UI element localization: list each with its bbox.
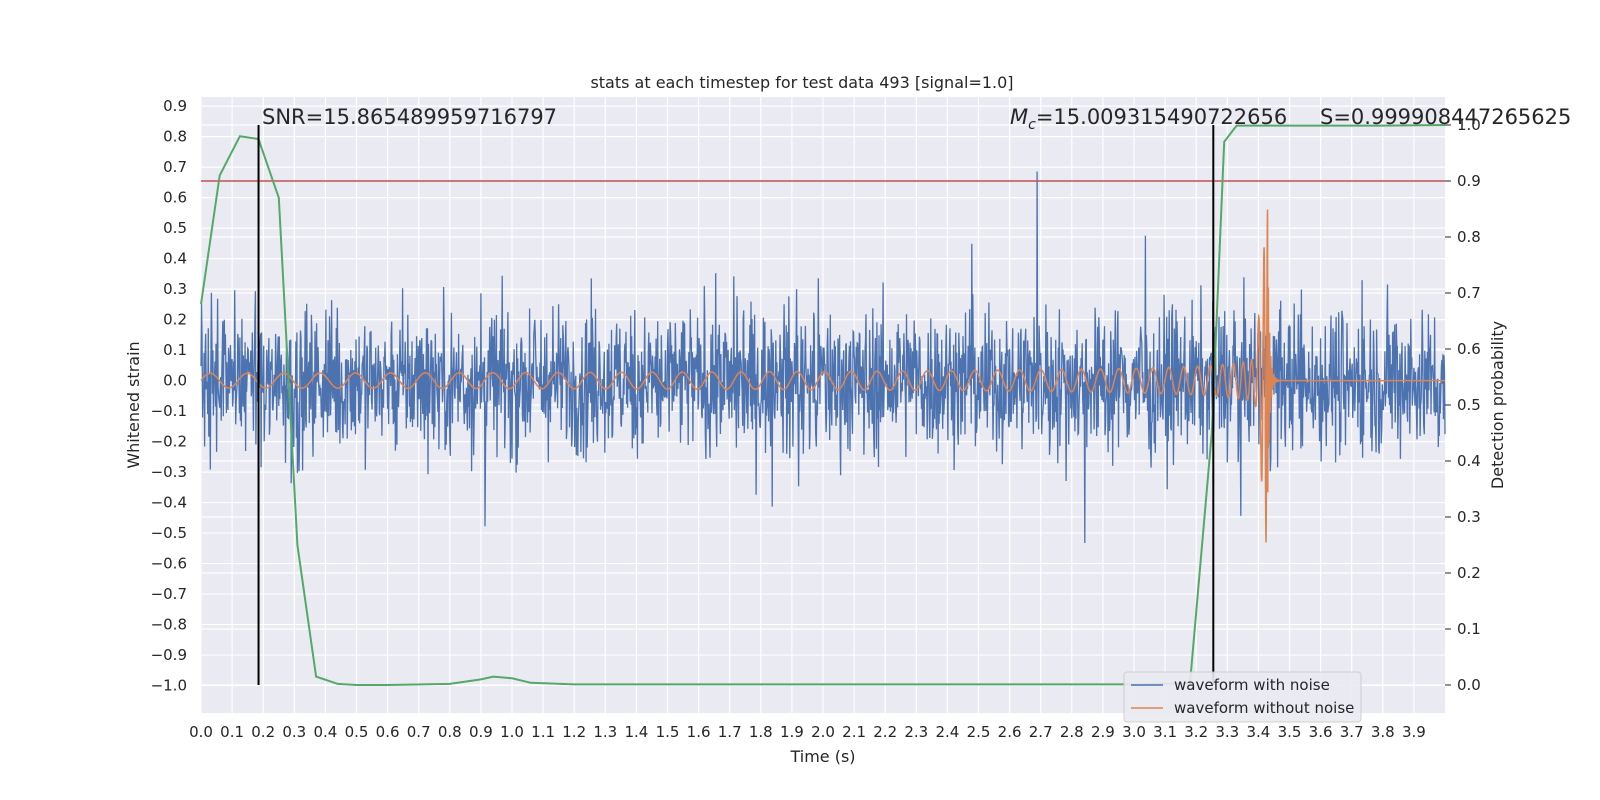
y-tick-label: 0.3: [163, 280, 187, 298]
y-tick-label: −0.1: [151, 402, 187, 420]
x-tick-label: 0.1: [220, 723, 244, 741]
x-tick-label: 1.3: [593, 723, 617, 741]
y2-tick-labels: 1.0 0.9 0.8 0.7 0.6 0.5 0.4 0.3 0.2 0.1 0.0: [1445, 116, 1481, 694]
y-tick-label: 0.5: [163, 219, 187, 237]
plot-lines: [200, 124, 1446, 686]
x-tick-label: 3.5: [1278, 723, 1302, 741]
y-tick-label: −0.6: [151, 555, 187, 573]
y2-tick-label: 0.4: [1457, 452, 1481, 470]
x-tick-label: 0.5: [345, 723, 369, 741]
y2-tick-label: 1.0: [1457, 116, 1481, 134]
x-tick-label: 1.5: [656, 723, 680, 741]
y2-tick-label: 0.0: [1457, 676, 1481, 694]
x-tick-label: 1.8: [749, 723, 773, 741]
y2-tick-label: 0.7: [1457, 284, 1481, 302]
x-tick-labels: 0.0 0.1 0.2 0.3 0.4 0.5 0.6 0.7 0.8 0.9 1.0 1.1 1.2 1…: [189, 723, 1426, 741]
y2-tick-label: 0.1: [1457, 620, 1481, 638]
x-tick-label: 2.3: [904, 723, 928, 741]
legend: waveform with noise waveform without noi…: [1123, 671, 1362, 723]
y-tick-label: 0.4: [163, 250, 187, 268]
y-tick-label: −0.9: [151, 646, 187, 664]
chart-title: stats at each timestep for test data 493…: [590, 73, 1013, 92]
x-tick-label: 3.6: [1309, 723, 1333, 741]
y2-tick-label: 0.9: [1457, 172, 1481, 190]
series-waveform-with-noise: [200, 171, 1446, 544]
x-tick-label: 0.4: [313, 723, 337, 741]
y-tick-labels: 0.9 0.8 0.7 0.6 0.5 0.4 0.3 0.2 0.1 0.0 −0.1 −0.2 −0…: [151, 97, 187, 694]
x-tick-label: 2.8: [1060, 723, 1084, 741]
x-tick-label: 0.0: [189, 723, 213, 741]
y2-tick-label: 0.5: [1457, 396, 1481, 414]
snr-annotation: SNR=15.865489959716797: [262, 105, 557, 129]
y-axis-label: Whitened strain: [124, 341, 143, 468]
x-tick-label: 2.6: [998, 723, 1022, 741]
legend-box: [1123, 671, 1362, 723]
x-tick-label: 1.0: [500, 723, 524, 741]
y2-tick-label: 0.2: [1457, 564, 1481, 582]
y-tick-label: 0.7: [163, 158, 187, 176]
x-tick-label: 1.2: [562, 723, 586, 741]
x-tick-label: 1.1: [531, 723, 555, 741]
y-tick-label: −0.3: [151, 463, 187, 481]
y-tick-label: −0.2: [151, 433, 187, 451]
y-tick-label: 0.2: [163, 311, 187, 329]
y2-tick-label: 0.8: [1457, 228, 1481, 246]
x-tick-label: 3.0: [1122, 723, 1146, 741]
y-tick-label: −0.8: [151, 616, 187, 634]
y-tick-label: 0.0: [163, 372, 187, 390]
y2-tick-label: 0.3: [1457, 508, 1481, 526]
chirp-mass-annotation: Mc=15.009315490722656: [1010, 105, 1287, 133]
series-waveform-without-noise: [200, 209, 1445, 543]
x-tick-label: 0.7: [407, 723, 431, 741]
chirp-mass-subscript: c: [1028, 117, 1036, 133]
x-tick-label: 1.9: [780, 723, 804, 741]
y-tick-label: 0.1: [163, 341, 187, 359]
x-tick-label: 2.9: [1091, 723, 1115, 741]
x-tick-label: 2.0: [811, 723, 835, 741]
y-tick-label: −0.5: [151, 524, 187, 542]
y-tick-label: 0.8: [163, 128, 187, 146]
x-tick-label: 1.6: [687, 723, 711, 741]
y-tick-label: 0.6: [163, 189, 187, 207]
series-detection-probability: [200, 124, 1446, 686]
y2-tick-label: 0.6: [1457, 340, 1481, 358]
y-tick-label: −1.0: [151, 677, 187, 695]
x-tick-label: 2.5: [967, 723, 991, 741]
x-tick-label: 3.9: [1402, 723, 1426, 741]
x-tick-label: 2.2: [873, 723, 897, 741]
x-tick-label: 3.2: [1184, 723, 1208, 741]
x-tick-label: 0.8: [438, 723, 462, 741]
x-tick-label: 0.6: [376, 723, 400, 741]
x-tick-label: 2.1: [842, 723, 866, 741]
y-tick-label: 0.9: [163, 97, 187, 115]
x-tick-label: 2.4: [935, 723, 959, 741]
x-tick-label: 0.2: [251, 723, 275, 741]
x-tick-label: 3.7: [1340, 723, 1364, 741]
x-tick-label: 3.8: [1371, 723, 1395, 741]
legend-label-clean: waveform without noise: [1174, 699, 1354, 717]
x-axis-label: Time (s): [789, 747, 855, 766]
chirp-mass-value: =15.009315490722656: [1036, 105, 1287, 129]
x-tick-label: 0.9: [469, 723, 493, 741]
y-tick-label: −0.4: [151, 494, 187, 512]
x-tick-label: 1.4: [624, 723, 648, 741]
x-tick-label: 3.4: [1246, 723, 1270, 741]
x-tick-label: 2.7: [1029, 723, 1053, 741]
chirp-mass-symbol: M: [1010, 105, 1028, 129]
x-tick-label: 1.7: [718, 723, 742, 741]
x-tick-label: 0.3: [282, 723, 306, 741]
s-annotation: S=0.999908447265625: [1320, 105, 1571, 129]
legend-label-noise: waveform with noise: [1174, 676, 1330, 694]
y2-axis-label: Detection probability: [1488, 321, 1507, 489]
x-tick-label: 3.3: [1215, 723, 1239, 741]
y-tick-label: −0.7: [151, 585, 187, 603]
x-tick-label: 3.1: [1153, 723, 1177, 741]
